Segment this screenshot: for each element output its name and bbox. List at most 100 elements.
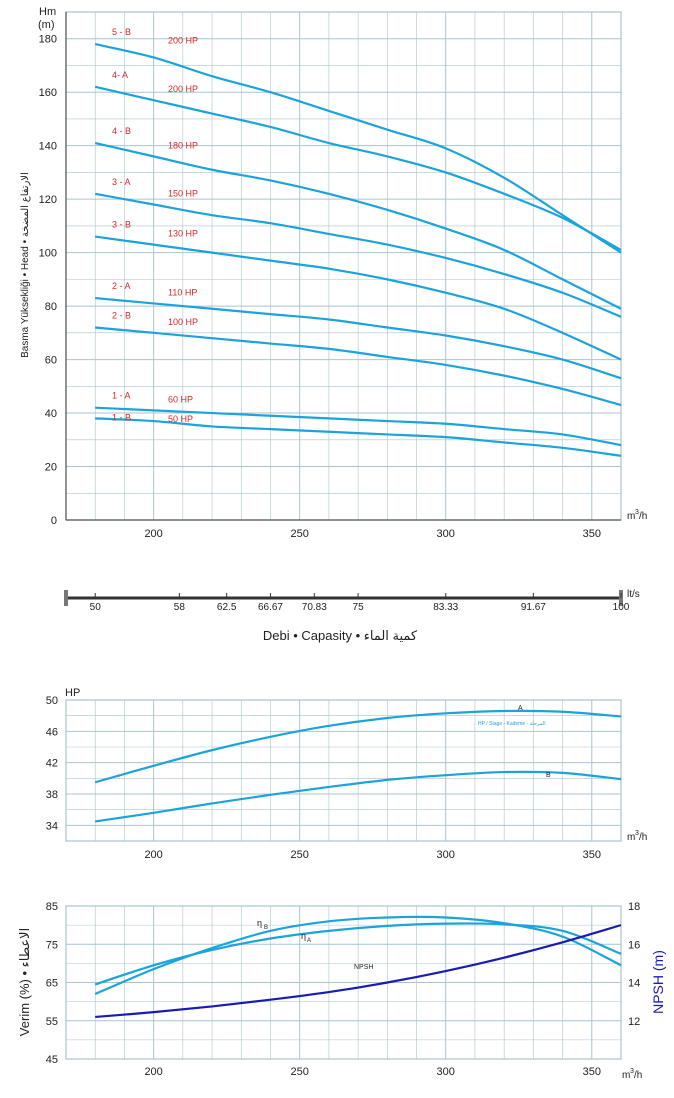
head-curve-power-label: 200 HP (168, 84, 198, 94)
flow-scale-tick-label: 50 (90, 602, 102, 613)
head-x-unit-h: /h (639, 511, 647, 522)
flow-scale-tick-label: 100 (613, 602, 630, 613)
eff-y-tick: 85 (46, 901, 58, 913)
eff-x-unit-h: /h (634, 1070, 642, 1081)
eff-curve-label-sub: A (307, 938, 311, 944)
head-curve-power-label: 150 HP (168, 189, 198, 199)
npsh-y-tick: 16 (628, 939, 640, 951)
eff-curve-label: η (257, 918, 262, 928)
head-curve (94, 85, 622, 251)
flow-caption: Debi • Capasity • كمية الماء (263, 628, 418, 643)
flow-scale-tick-label: 91.67 (521, 602, 546, 613)
eff-y-tick: 45 (46, 1054, 58, 1066)
head-unit-label: Hm (39, 6, 56, 18)
hp-x-unit-h: /h (639, 832, 647, 843)
head-curve-power-label: 130 HP (168, 229, 198, 239)
hp-x-unit: m (627, 832, 635, 843)
head-y-tick: 120 (39, 194, 57, 206)
head-curve-stage-label: 2 - A (112, 281, 131, 291)
head-curve-stage-label: 5 - B (112, 27, 131, 37)
head-y-tick: 40 (45, 408, 57, 420)
head-y-tick: 100 (39, 248, 57, 260)
npsh-y-tick: 14 (628, 978, 640, 990)
head-curve-stage-label: 1 - A (112, 391, 131, 401)
head-y-tick: 180 (39, 34, 57, 46)
npsh-y-tick: 12 (628, 1016, 640, 1028)
head-x-tick: 250 (291, 528, 309, 540)
hp-plot-frame (65, 699, 622, 842)
head-curve-stage-label: 3 - B (112, 220, 131, 230)
hp-curve (94, 709, 622, 784)
head-axis-label: Basma Yüksekliği • Head • الارتفاع المضخ… (20, 172, 31, 358)
hp-y-tick: 46 (46, 726, 58, 738)
head-y-tick: 140 (39, 141, 57, 153)
eff-x-tick: 250 (291, 1066, 309, 1078)
hp-x-tick: 300 (437, 849, 455, 861)
head-curve-power-label: 200 HP (168, 35, 198, 45)
head-curve (94, 141, 622, 310)
head-y-tick: 0 (51, 515, 57, 527)
eff-x-tick: 300 (437, 1066, 455, 1078)
hp-y-tick: 34 (46, 820, 58, 832)
head-x-tick: 300 (437, 528, 455, 540)
head-curve (95, 417, 622, 457)
head-y-tick: 20 (45, 462, 57, 474)
eff-curve-label: η (301, 931, 306, 941)
eff-plot-frame (65, 905, 622, 1060)
head-curve (95, 192, 622, 318)
hp-y-tick: 38 (46, 789, 58, 801)
hp-x-tick: 350 (583, 849, 601, 861)
npsh-y-tick: 18 (628, 901, 640, 913)
eff-y-tick: 65 (46, 978, 58, 990)
eff-x-unit: m (622, 1070, 630, 1081)
flow-scale-tick-label: 83.33 (433, 602, 458, 613)
head-x-tick: 200 (144, 528, 162, 540)
head-curve-stage-label: 4 - B (112, 126, 131, 136)
head-unit-label: (m) (38, 19, 55, 31)
hp-curve-label: A (518, 705, 523, 712)
head-x-unit: m (627, 511, 635, 522)
flow-scale-tick-label: 66.67 (258, 602, 283, 613)
eff-axis-label: Verim (%) • الاعطاء (17, 928, 32, 1036)
hp-unit-label: HP (65, 687, 80, 699)
head-curve-stage-label: 3 - A (112, 177, 131, 187)
head-curve-power-label: 100 HP (168, 317, 198, 327)
eff-x-unit-sup: 3 (630, 1068, 634, 1075)
head-curve-power-label: 180 HP (168, 140, 198, 150)
hp-x-unit-sup: 3 (635, 830, 639, 837)
hp-legend-note: HP / Stage - Kademe - المرحلة (478, 721, 546, 727)
eff-x-tick: 200 (144, 1066, 162, 1078)
head-curve (95, 326, 622, 407)
eff-y-tick: 75 (46, 939, 58, 951)
head-x-unit-sup: 3 (635, 509, 639, 516)
head-curve-power-label: 50 HP (168, 414, 193, 424)
head-curve (95, 296, 622, 380)
flow-scale-unit: lt/s (627, 589, 640, 600)
hp-x-tick: 250 (291, 849, 309, 861)
flow-scale-tick-label: 75 (353, 602, 365, 613)
hp-y-tick: 42 (46, 758, 58, 770)
head-y-tick: 60 (45, 355, 57, 367)
hp-curve (95, 770, 622, 823)
head-y-tick: 160 (39, 87, 57, 99)
efficiency-curve (94, 922, 622, 986)
flow-scale-tick-label: 62.5 (217, 602, 237, 613)
head-curve-power-label: 110 HP (168, 287, 197, 297)
npsh-curve (95, 924, 622, 1019)
eff-x-tick: 350 (583, 1066, 601, 1078)
flow-scale-tick-label: 70.83 (302, 602, 327, 613)
head-curve-stage-label: 4- A (112, 70, 128, 80)
head-curve-power-label: 60 HP (168, 394, 193, 404)
flow-scale-tick-label: 58 (174, 602, 186, 613)
head-curve-stage-label: 1 - B (112, 412, 131, 422)
eff-curve-label-sub: B (264, 925, 268, 931)
head-curve-stage-label: 2 - B (112, 310, 131, 320)
head-curve (95, 406, 622, 447)
npsh-axis-label: NPSH (m) (650, 950, 666, 1014)
npsh-curve-label: NPSH (354, 964, 373, 971)
hp-curve-label: B (546, 772, 551, 779)
hp-y-tick: 50 (46, 695, 58, 707)
head-curve (94, 43, 622, 254)
eff-y-tick: 55 (46, 1016, 58, 1028)
